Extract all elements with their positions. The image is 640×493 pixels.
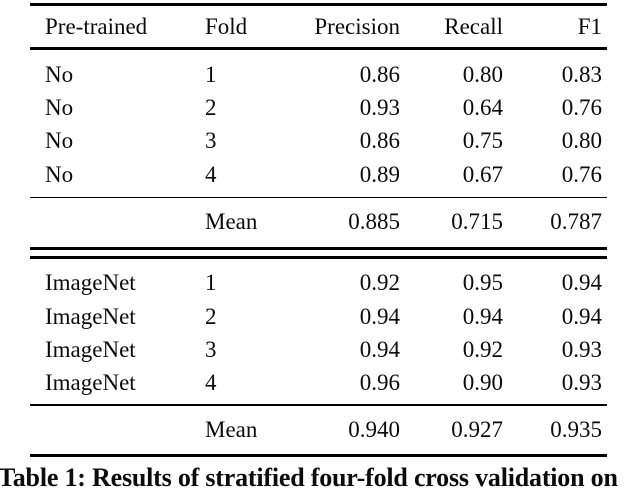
cell-recall: 0.64 bbox=[462, 95, 503, 121]
section-divider-rule-upper bbox=[30, 246, 607, 250]
results-table: Pre-trained Fold Precision Recall F1 No … bbox=[30, 3, 607, 458]
cell-precision-mean: 0.940 bbox=[348, 416, 400, 442]
cell-recall: 0.92 bbox=[462, 337, 503, 363]
table-row: No 2 0.93 0.64 0.76 bbox=[30, 91, 607, 124]
cell-f1: 0.80 bbox=[561, 128, 602, 154]
cell-pretrained: No bbox=[45, 161, 74, 187]
cell-pretrained: ImageNet bbox=[45, 337, 136, 363]
cell-fold: 4 bbox=[205, 161, 217, 187]
cell-recall: 0.80 bbox=[462, 61, 503, 87]
midrule bbox=[30, 404, 607, 406]
cell-f1: 0.76 bbox=[561, 161, 602, 187]
col-header-recall: Recall bbox=[444, 13, 503, 39]
table-row: No 3 0.86 0.75 0.80 bbox=[30, 125, 607, 158]
col-header-f1: F1 bbox=[577, 13, 602, 39]
cell-recall: 0.67 bbox=[462, 161, 503, 187]
cell-f1: 0.83 bbox=[561, 61, 602, 87]
section-imagenet: ImageNet 1 0.92 0.95 0.94 ImageNet 2 0.9… bbox=[30, 259, 607, 405]
table-header-row: Pre-trained Fold Precision Recall F1 bbox=[30, 6, 607, 47]
table-row: ImageNet 2 0.94 0.94 0.94 bbox=[30, 300, 607, 333]
cell-precision: 0.93 bbox=[359, 95, 400, 121]
cell-precision: 0.89 bbox=[359, 161, 400, 187]
cell-f1-mean: 0.935 bbox=[550, 416, 602, 442]
cell-precision: 0.86 bbox=[359, 61, 400, 87]
table-row: ImageNet 3 0.94 0.92 0.93 bbox=[30, 333, 607, 366]
table-row: No 4 0.89 0.67 0.76 bbox=[30, 158, 607, 191]
mean-row: Mean 0.885 0.715 0.787 bbox=[30, 198, 607, 247]
section-not-pretrained: No 1 0.86 0.80 0.83 No 2 0.93 0.64 0.76 … bbox=[30, 50, 607, 197]
cell-pretrained: ImageNet bbox=[45, 270, 136, 296]
cell-f1: 0.93 bbox=[561, 370, 602, 396]
section-divider-rule-lower bbox=[30, 255, 607, 259]
table-row: No 1 0.86 0.80 0.83 bbox=[30, 58, 607, 91]
table-row: ImageNet 4 0.96 0.90 0.93 bbox=[30, 367, 607, 400]
cell-recall-mean: 0.927 bbox=[451, 416, 503, 442]
cell-fold: 1 bbox=[205, 270, 217, 296]
cell-precision: 0.92 bbox=[359, 270, 400, 296]
header-bottom-rule bbox=[30, 47, 607, 50]
table-bottom-rule bbox=[30, 454, 607, 458]
cell-precision-mean: 0.885 bbox=[348, 209, 400, 235]
cell-f1: 0.94 bbox=[561, 270, 602, 296]
cell-precision: 0.86 bbox=[359, 128, 400, 154]
midrule bbox=[30, 196, 607, 199]
col-header-fold: Fold bbox=[205, 13, 248, 39]
cell-recall: 0.90 bbox=[462, 370, 503, 396]
cell-mean-label: Mean bbox=[205, 416, 258, 442]
cell-f1: 0.76 bbox=[561, 95, 602, 121]
cell-f1: 0.94 bbox=[561, 303, 602, 329]
mean-row: Mean 0.940 0.927 0.935 bbox=[30, 406, 607, 455]
cell-fold: 2 bbox=[205, 95, 217, 121]
col-header-pretrained: Pre-trained bbox=[45, 13, 148, 39]
cell-fold: 2 bbox=[205, 303, 217, 329]
cell-fold: 4 bbox=[205, 370, 217, 396]
cell-pretrained: No bbox=[45, 61, 74, 87]
cell-precision: 0.94 bbox=[359, 337, 400, 363]
cell-recall: 0.75 bbox=[462, 128, 503, 154]
cell-f1-mean: 0.787 bbox=[550, 209, 602, 235]
cell-mean-label: Mean bbox=[205, 209, 258, 235]
cell-pretrained: ImageNet bbox=[45, 370, 136, 396]
cell-recall-mean: 0.715 bbox=[451, 209, 503, 235]
cell-fold: 1 bbox=[205, 61, 217, 87]
cell-pretrained: ImageNet bbox=[45, 303, 136, 329]
cell-fold: 3 bbox=[205, 337, 217, 363]
table-top-rule bbox=[30, 3, 607, 6]
cell-fold: 3 bbox=[205, 128, 217, 154]
section-divider-gap bbox=[30, 249, 607, 256]
cell-recall: 0.95 bbox=[462, 270, 503, 296]
table-caption: Table 1: Results of stratified four-fold… bbox=[0, 463, 618, 492]
cell-f1: 0.93 bbox=[561, 337, 602, 363]
cell-precision: 0.94 bbox=[359, 303, 400, 329]
table-row: ImageNet 1 0.92 0.95 0.94 bbox=[30, 267, 607, 300]
cell-pretrained: No bbox=[45, 128, 74, 154]
col-header-precision: Precision bbox=[314, 13, 400, 39]
cell-recall: 0.94 bbox=[462, 303, 503, 329]
cell-precision: 0.96 bbox=[359, 370, 400, 396]
cell-pretrained: No bbox=[45, 95, 74, 121]
